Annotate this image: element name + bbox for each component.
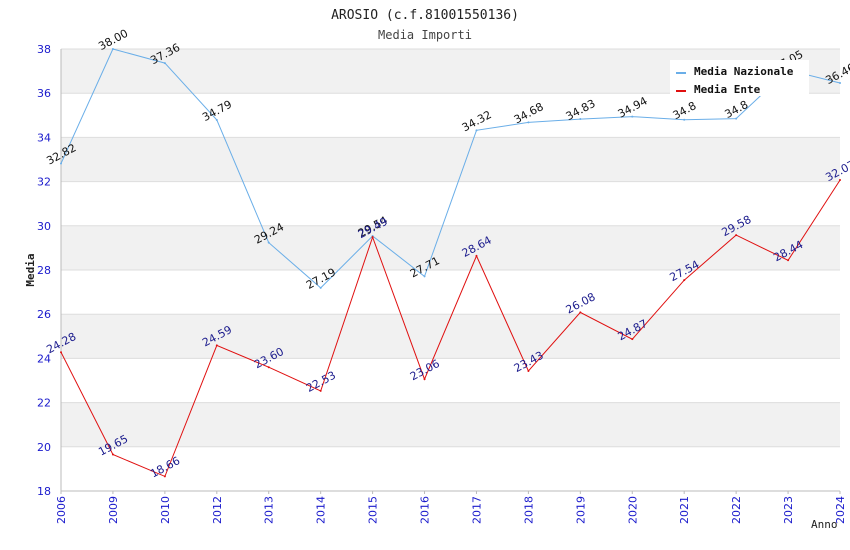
- x-tick-label: 2016: [419, 496, 432, 524]
- x-tick-label: 2019: [574, 496, 587, 524]
- x-tick-label: 2012: [211, 496, 224, 524]
- x-tick-label: 2009: [107, 496, 120, 524]
- y-tick-label: 36: [37, 87, 51, 100]
- data-point: [423, 275, 426, 278]
- y-tick-label: 38: [37, 43, 51, 56]
- data-point: [111, 48, 114, 50]
- x-tick-label: 2021: [678, 496, 691, 524]
- x-tick-label: 2020: [626, 496, 639, 524]
- data-point: [60, 351, 62, 354]
- y-tick-label: 20: [37, 441, 51, 454]
- y-tick-label: 24: [37, 352, 51, 365]
- data-point: [839, 179, 841, 182]
- bands-layer: [61, 49, 840, 447]
- axes-layer: [60, 49, 840, 492]
- grid-band: [61, 137, 840, 182]
- data-point: [267, 241, 270, 244]
- y-tick-label: 22: [37, 397, 51, 410]
- data-point: [735, 234, 738, 237]
- data-point: [60, 162, 62, 165]
- data-point: [215, 118, 218, 121]
- data-point: [839, 82, 841, 85]
- data-point: [579, 311, 582, 314]
- data-point: [683, 118, 686, 121]
- x-tick-label: 2006: [55, 496, 68, 524]
- grid-band: [61, 225, 840, 270]
- y-tick-label: 30: [37, 220, 51, 233]
- lines-layer: [60, 48, 841, 478]
- legend-label-ente: Media Ente: [694, 83, 761, 96]
- x-tick-label: 2023: [782, 496, 795, 524]
- x-tick-label: 2018: [522, 496, 535, 524]
- data-label: 34.8: [671, 99, 699, 122]
- data-point: [631, 115, 634, 118]
- series-line-nazionale: [60, 48, 841, 289]
- grid-band: [61, 314, 840, 359]
- x-tick-label: 2013: [263, 496, 276, 524]
- data-point: [475, 129, 478, 132]
- data-point: [787, 259, 790, 262]
- data-point: [371, 236, 374, 239]
- data-point: [475, 254, 478, 257]
- x-tick-label: 2022: [730, 496, 743, 524]
- y-tick-label: 28: [37, 264, 51, 277]
- data-point: [267, 366, 270, 369]
- data-point: [735, 117, 738, 120]
- y-tick-label: 32: [37, 176, 51, 189]
- data-point: [215, 344, 218, 347]
- legend-box: [670, 60, 809, 96]
- y-tick-label: 18: [37, 485, 51, 498]
- x-tick-label: 2024: [834, 496, 847, 524]
- data-point: [527, 369, 530, 372]
- data-point: [111, 453, 114, 456]
- x-tick-label: 2014: [315, 496, 328, 524]
- y-tick-label: 26: [37, 308, 51, 321]
- y-axis-title: Media: [24, 253, 37, 286]
- grid-layer: [61, 48, 840, 492]
- data-point: [683, 279, 686, 282]
- data-point: [319, 389, 322, 392]
- legend: Media Nazionale Media Ente: [670, 60, 809, 96]
- x-tick-label: 2010: [159, 496, 172, 524]
- chart-title: AROSIO (c.f.81001550136): [331, 8, 519, 23]
- data-point: [527, 121, 530, 124]
- x-tick-label: 2017: [470, 496, 483, 524]
- data-point: [579, 118, 582, 121]
- grid-band: [61, 402, 840, 447]
- legend-label-nazionale: Media Nazionale: [694, 65, 794, 78]
- data-point: [423, 378, 426, 381]
- data-point: [163, 62, 166, 65]
- data-point: [163, 475, 166, 478]
- y-tick-label: 34: [37, 131, 51, 144]
- data-point: [319, 286, 322, 289]
- series-line-ente: [60, 179, 841, 478]
- chart-subtitle: Media Importi: [378, 28, 472, 42]
- data-point: [631, 338, 634, 341]
- x-tick-label: 2015: [367, 496, 380, 524]
- x-axis-title: Anno: [811, 518, 838, 531]
